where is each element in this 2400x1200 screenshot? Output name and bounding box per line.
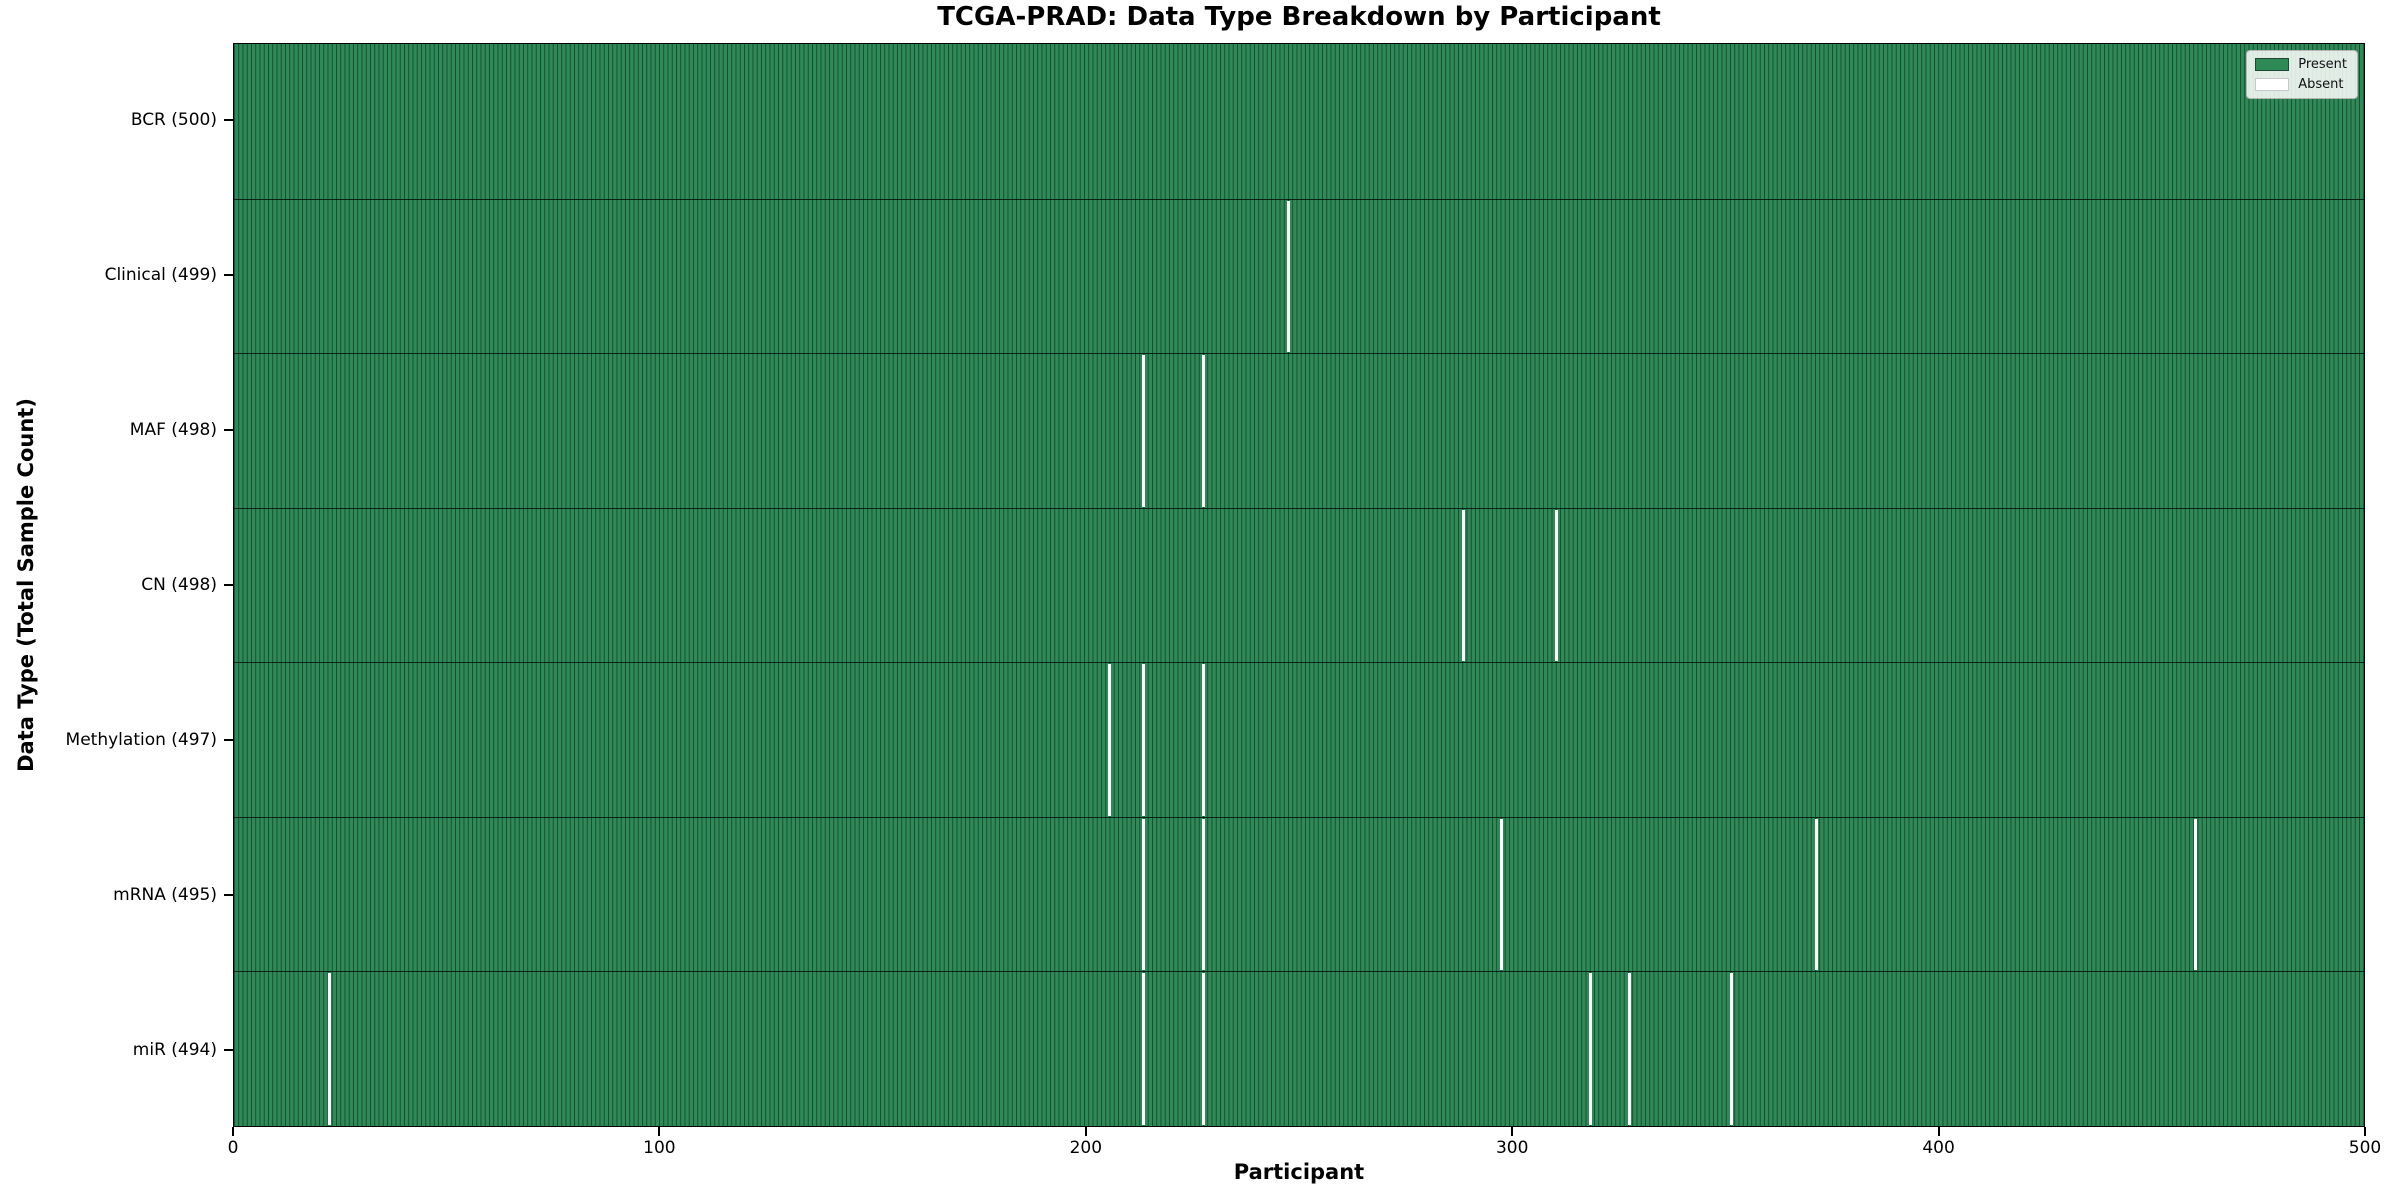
x-axis-label: Participant <box>1233 1160 1365 1184</box>
absent-gap-mir-22 <box>328 973 332 1125</box>
y-tick-area: BCR (500) Clinical (499) MAF (498) CN (498)… <box>0 43 233 1127</box>
chart-title: TCGA-PRAD: Data Type Breakdown by Partic… <box>937 2 1661 32</box>
y-tick-label-mir: miR (494) <box>132 1039 217 1060</box>
y-tick-mark <box>224 274 233 277</box>
x-tick-label-200: 200 <box>1069 1138 1103 1158</box>
absent-gap-mir-213 <box>1142 973 1146 1125</box>
x-tick-mark <box>1937 1127 1940 1136</box>
absent-gap-mir-351 <box>1729 973 1733 1125</box>
x-tick-label-300: 300 <box>1495 1138 1529 1158</box>
row-clinical <box>234 198 2364 354</box>
present-swatch-icon <box>2255 58 2290 71</box>
y-tick-label-methylation: Methylation (497) <box>65 729 217 750</box>
absent-gap-mir-327 <box>1627 973 1631 1125</box>
y-tick-mark <box>224 584 233 586</box>
x-tick-mark <box>658 1127 661 1136</box>
x-tick-mark <box>2364 1127 2366 1136</box>
absent-gap-methylation-205 <box>1108 664 1111 816</box>
x-tick-label-500: 500 <box>2348 1138 2382 1158</box>
legend-entry-present: Present <box>2255 57 2347 72</box>
row-maf <box>234 353 2364 508</box>
absent-gap-mir-227 <box>1201 973 1205 1125</box>
absent-gap-cn-288 <box>1461 509 1465 662</box>
x-tick-label-0: 0 <box>227 1138 239 1158</box>
absent-gap-maf-227 <box>1201 355 1205 507</box>
y-tick-label-mrna: mRNA (495) <box>113 884 217 905</box>
absent-gap-cn-310 <box>1555 509 1559 662</box>
row-methylation <box>234 662 2364 817</box>
legend-entry-absent: Absent <box>2255 77 2347 92</box>
row-mrna <box>234 816 2364 972</box>
y-tick-mark <box>224 1048 233 1051</box>
y-tick-label-bcr: BCR (500) <box>130 110 217 131</box>
y-tick-mark <box>224 738 233 741</box>
absent-swatch-icon <box>2255 78 2290 91</box>
y-tick-mark <box>224 429 233 432</box>
y-tick-label-maf: MAF (498) <box>129 420 217 441</box>
y-tick-mark <box>224 893 233 896</box>
row-bcr <box>234 44 2364 199</box>
row-cn <box>234 507 2364 663</box>
absent-gap-mrna-213 <box>1142 818 1146 971</box>
absent-gap-mrna-227 <box>1201 818 1205 971</box>
absent-gap-clinical-247 <box>1286 200 1290 353</box>
y-tick-label-clinical: Clinical (499) <box>104 265 217 286</box>
plot-area: Present Absent <box>233 43 2365 1127</box>
absent-gap-methylation-213 <box>1142 664 1146 816</box>
y-tick-mark <box>224 119 233 122</box>
absent-gap-mir-318 <box>1589 973 1593 1125</box>
row-mir <box>234 971 2364 1126</box>
legend: Present Absent <box>2246 50 2358 99</box>
absent-gap-maf-213 <box>1142 355 1146 507</box>
absent-gap-mrna-297 <box>1499 818 1503 971</box>
y-tick-label-cn: CN (498) <box>141 575 217 595</box>
x-tick-mark <box>232 1127 234 1136</box>
absent-gap-mrna-371 <box>1815 818 1819 971</box>
x-tick-label-400: 400 <box>1922 1138 1955 1158</box>
x-tick-mark <box>1511 1127 1514 1136</box>
absent-gap-mrna-460 <box>2194 818 2198 971</box>
x-tick-area: 0 100 200 300 400 500 <box>228 1127 2381 1163</box>
x-tick-mark <box>1084 1127 1087 1136</box>
legend-absent-label: Absent <box>2298 77 2344 92</box>
x-tick-label-100: 100 <box>643 1138 676 1158</box>
legend-present-label: Present <box>2298 57 2347 72</box>
absent-gap-methylation-227 <box>1201 664 1205 816</box>
